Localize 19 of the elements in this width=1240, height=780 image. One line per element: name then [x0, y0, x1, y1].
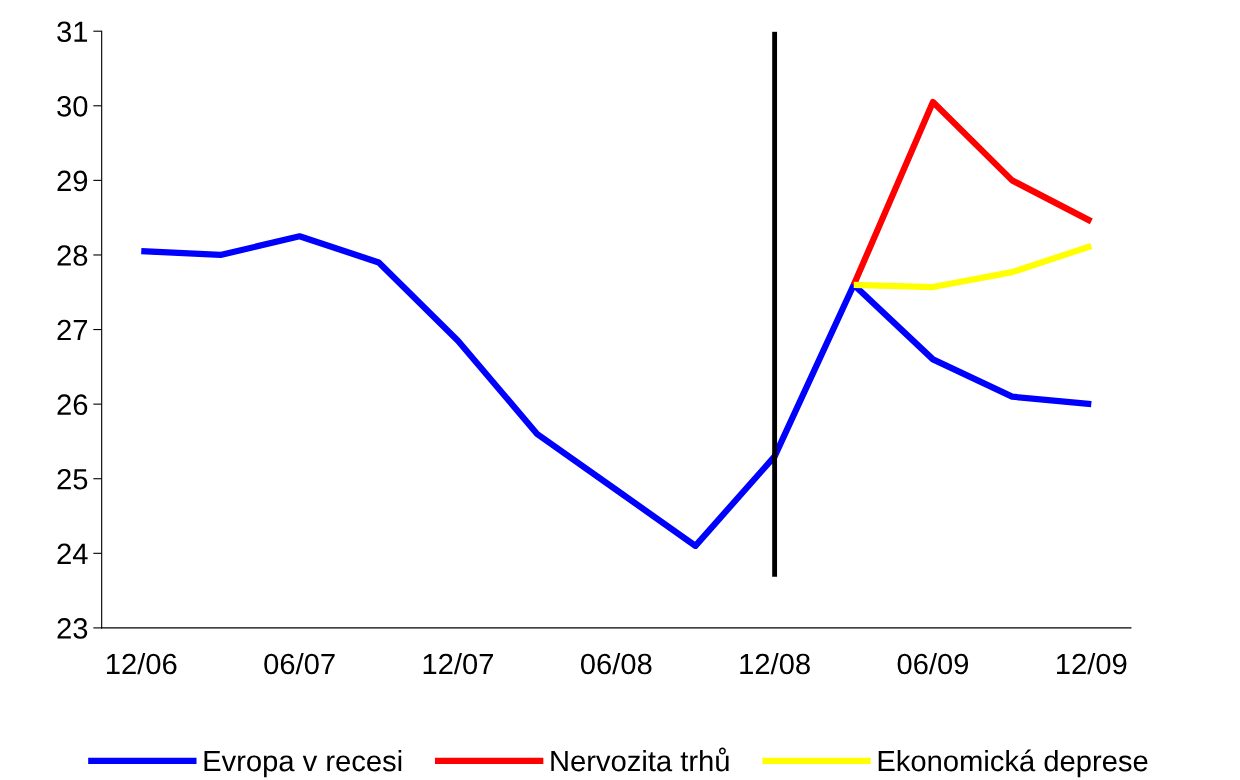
legend-label: Evropa v recesi	[204, 749, 402, 778]
y-tick-label: 29	[57, 170, 88, 192]
y-tick-label: 31	[57, 21, 88, 43]
y-tick-label: 25	[57, 468, 88, 490]
y-tick-label: 24	[57, 543, 88, 564]
x-tick-label: 12/09	[1057, 652, 1127, 675]
x-tick-label: 12/06	[107, 652, 177, 675]
x-tick-label: 12/07	[423, 652, 493, 675]
x-tick-label: 06/07	[264, 652, 335, 675]
y-tick-label: 23	[57, 618, 88, 639]
y-tick-label: 27	[57, 319, 88, 341]
y-tick-label: 30	[57, 95, 88, 117]
legend-label: Ekonomická deprese	[878, 749, 1148, 778]
y-tick-label: 26	[57, 394, 88, 415]
x-tick-label: 06/09	[897, 652, 969, 675]
legend-label: Nervozita trhů	[551, 747, 729, 772]
x-tick-label: 12/08	[740, 652, 810, 675]
x-tick-label: 06/08	[580, 652, 652, 675]
y-tick-label: 28	[57, 245, 88, 266]
